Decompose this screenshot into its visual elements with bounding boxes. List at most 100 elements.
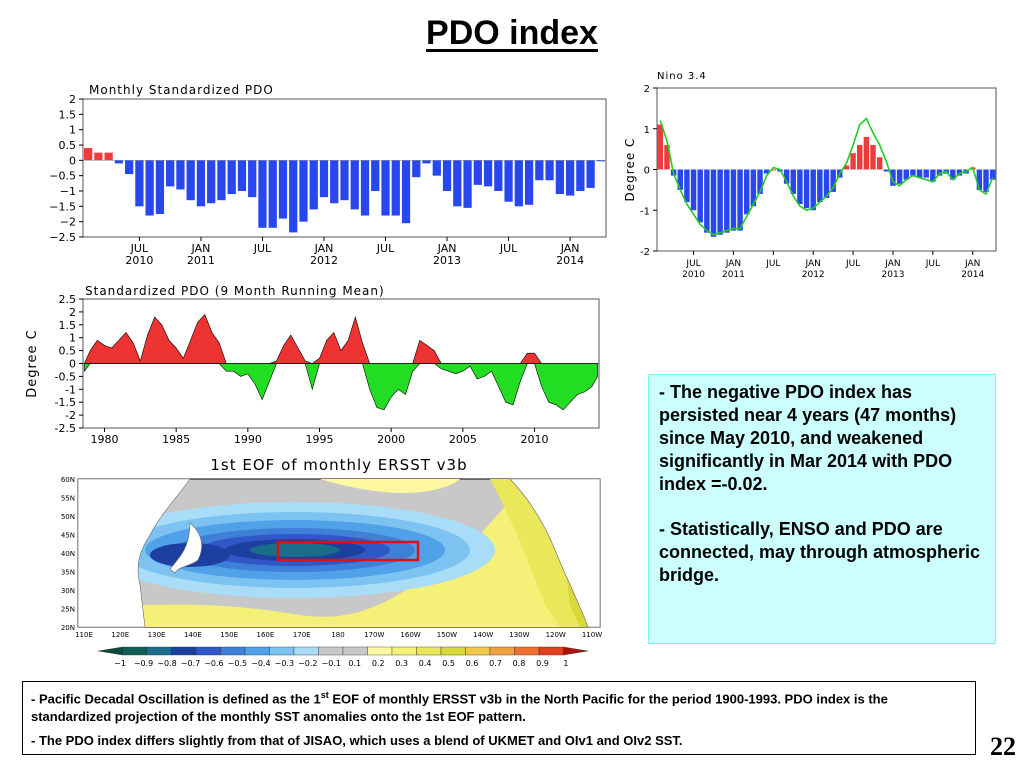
y-tick-label: -1 bbox=[65, 383, 76, 396]
y-axis-label: Degree C bbox=[623, 138, 637, 202]
x-tick-label: JUL bbox=[685, 259, 700, 269]
data-bar bbox=[843, 165, 850, 170]
data-bar bbox=[923, 169, 929, 178]
data-bar bbox=[710, 169, 717, 237]
y-tick-label: -0.5 bbox=[55, 370, 76, 383]
chart-title: Standardized PDO (9 Month Running Mean) bbox=[85, 284, 385, 298]
data-bar bbox=[817, 169, 823, 203]
colorbar-label: 0.8 bbox=[513, 659, 526, 668]
colorbar-label: 0.7 bbox=[489, 659, 502, 668]
data-bar bbox=[803, 169, 810, 209]
data-bar bbox=[319, 160, 329, 198]
note-line-1: - Pacific Decadal Oscillation is defined… bbox=[31, 690, 888, 725]
colorbar-label: −0.6 bbox=[204, 659, 223, 668]
x-tick-year: 2010 bbox=[125, 254, 153, 267]
colorbar-swatch bbox=[318, 646, 344, 656]
data-bar bbox=[704, 169, 710, 233]
x-tick-year: 2011 bbox=[187, 254, 215, 267]
colorbar-label: −0.9 bbox=[134, 659, 153, 668]
colorbar-label: −1 bbox=[114, 659, 126, 668]
data-bar bbox=[432, 160, 441, 176]
y-tick-label: -2 bbox=[65, 409, 76, 422]
page-number: 22 bbox=[990, 732, 1016, 761]
colorbar-label: −0.3 bbox=[275, 659, 294, 668]
data-bar bbox=[135, 160, 144, 207]
japan-land bbox=[169, 522, 203, 574]
colorbar-label: 0.4 bbox=[419, 659, 432, 668]
lat-label: 55N bbox=[61, 495, 75, 503]
eof-map-chart: 1st EOF of monthly ERSST v3b 60N 55N 50N 45N… bbox=[61, 456, 602, 668]
data-bar bbox=[463, 160, 472, 208]
data-bar bbox=[890, 169, 896, 186]
x-tick-label: 2010 bbox=[521, 433, 549, 446]
data-bar bbox=[84, 148, 93, 161]
data-bar bbox=[217, 160, 226, 201]
pdo-running-mean-chart: Standardized PDO (9 Month Running Mean) D… bbox=[25, 284, 600, 446]
y-tick-label: 2.5 bbox=[59, 293, 77, 306]
x-tick-label: 1980 bbox=[91, 433, 119, 446]
lon-label: 130W bbox=[509, 631, 529, 639]
y-tick-label: 1.5 bbox=[59, 108, 77, 121]
data-bar bbox=[883, 169, 890, 172]
x-tick-year: 2014 bbox=[961, 270, 984, 280]
x-tick-year: 2010 bbox=[682, 270, 705, 280]
data-bar bbox=[586, 160, 595, 188]
data-bar bbox=[684, 169, 690, 203]
data-bar bbox=[823, 169, 830, 199]
data-bar bbox=[166, 160, 175, 187]
data-bar bbox=[155, 160, 165, 214]
data-bar bbox=[524, 160, 534, 205]
x-tick-label: JUL bbox=[499, 242, 518, 255]
data-bar bbox=[783, 169, 790, 184]
y-tick-label: −1 bbox=[60, 185, 76, 198]
y-tick-label: -2.5 bbox=[55, 422, 76, 435]
y-tick-label: −1.5 bbox=[49, 200, 76, 213]
data-bar bbox=[248, 160, 257, 198]
colorbar-label: 0.6 bbox=[466, 659, 479, 668]
data-bar bbox=[763, 169, 770, 174]
x-tick-label: JUL bbox=[253, 242, 272, 255]
y-tick-label: 0.5 bbox=[59, 345, 77, 358]
y-tick-label: -1.5 bbox=[55, 396, 76, 409]
data-bar bbox=[309, 160, 318, 210]
cold-contour bbox=[250, 543, 340, 557]
x-tick-label: JAN bbox=[560, 242, 580, 255]
data-bar bbox=[453, 160, 462, 207]
x-tick-year: 2013 bbox=[882, 270, 905, 280]
data-bar bbox=[896, 169, 903, 184]
colorbar-label: 0.3 bbox=[395, 659, 408, 668]
data-bar bbox=[790, 169, 796, 194]
colorbar-swatch bbox=[146, 646, 172, 656]
data-bar bbox=[916, 169, 923, 178]
data-bar bbox=[422, 160, 431, 164]
colorbar-label: 0.2 bbox=[372, 659, 385, 668]
y-tick-label: -2 bbox=[640, 247, 650, 258]
lon-label: 160W bbox=[400, 631, 420, 639]
colorbar-swatch bbox=[563, 646, 589, 656]
data-bar bbox=[810, 169, 816, 211]
data-bar bbox=[94, 152, 103, 161]
data-bar bbox=[797, 169, 803, 205]
data-bar bbox=[757, 169, 763, 194]
chart-title: Nino 3.4 bbox=[657, 71, 707, 82]
lat-label: 35N bbox=[61, 569, 75, 577]
slide-title: PDO index bbox=[426, 14, 598, 52]
data-bar bbox=[876, 157, 883, 170]
colorbar-swatch bbox=[489, 646, 515, 656]
lon-label: 140E bbox=[184, 631, 202, 639]
eof-field bbox=[77, 478, 601, 628]
y-tick-label: 2 bbox=[69, 93, 76, 106]
colorbar-label: −0.5 bbox=[228, 659, 247, 668]
data-bar bbox=[535, 160, 544, 181]
data-bar bbox=[903, 169, 909, 180]
data-bar bbox=[657, 124, 664, 170]
data-bar bbox=[289, 160, 298, 233]
y-tick-label: -1 bbox=[640, 206, 650, 217]
y-tick-label: 1 bbox=[69, 124, 76, 137]
monthly-pdo-chart: Monthly Standardized PDO 2 1.5 1 0.5 0 −0.5 −1 −… bbox=[49, 83, 607, 267]
warm-region bbox=[78, 479, 600, 627]
notes-box: - Pacific Decadal Oscillation is defined… bbox=[22, 681, 976, 755]
data-bar bbox=[697, 169, 703, 223]
data-bar bbox=[104, 152, 113, 161]
y-tick-label: 0 bbox=[69, 154, 76, 167]
